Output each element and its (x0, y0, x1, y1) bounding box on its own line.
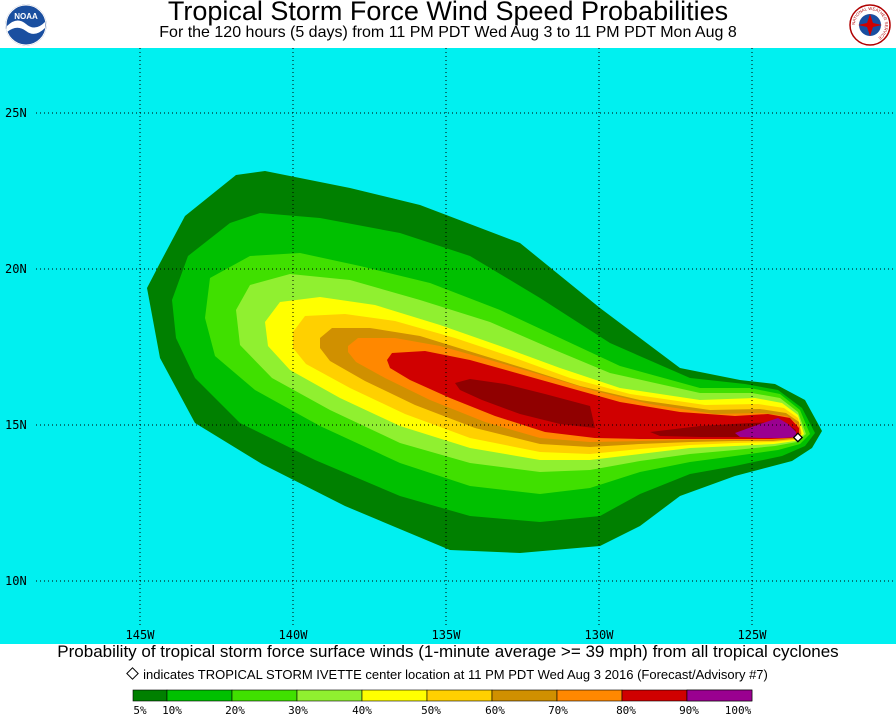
page-title: Tropical Storm Force Wind Speed Probabil… (167, 0, 729, 26)
longitude-label: 140W (279, 628, 309, 642)
storm-indicator-text: indicates TROPICAL STORM IVETTE center l… (143, 667, 768, 682)
legend-swatch (231, 689, 298, 702)
legend-label: 60% (485, 704, 505, 716)
longitude-label: 145W (126, 628, 156, 642)
legend-label: 20% (225, 704, 245, 716)
svg-text:NOAA: NOAA (14, 12, 38, 21)
storm-center-marker (792, 432, 804, 443)
lat-lon-grid (36, 48, 896, 626)
legend-label: 90% (679, 704, 699, 716)
latitude-label: 25N (5, 106, 27, 120)
legend-label: 100% (725, 704, 752, 716)
legend-label: 70% (548, 704, 568, 716)
legend-label: 80% (616, 704, 636, 716)
legend-swatch (556, 689, 623, 702)
diamond-marker-icon (126, 667, 139, 680)
latitude-label: 20N (5, 262, 27, 276)
legend-label: 10% (162, 704, 182, 716)
longitude-label: 125W (738, 628, 768, 642)
probability-contours (147, 171, 822, 553)
contour-80pct (387, 351, 799, 439)
legend-swatch (166, 689, 233, 702)
header: NOAA Tropical Storm Force Wind Speed Pro… (0, 0, 896, 48)
longitude-label: 135W (432, 628, 462, 642)
axis-labels: 145W 140W 135W 130W 125W 25N 20N 15N 10N (5, 106, 767, 642)
legend-swatch (426, 689, 493, 702)
legend-swatch (296, 689, 363, 702)
legend-swatch (491, 689, 558, 702)
legend-swatch (132, 689, 168, 702)
probability-map: 145W 140W 135W 130W 125W 25N 20N 15N 10N (0, 48, 896, 644)
legend-swatch (686, 689, 753, 702)
longitude-label: 130W (585, 628, 615, 642)
legend-swatch (621, 689, 688, 702)
latitude-label: 15N (5, 418, 27, 432)
legend-label: 5% (133, 704, 147, 716)
storm-indicator-note: indicates TROPICAL STORM IVETTE center l… (0, 667, 896, 682)
noaa-logo: NOAA (5, 4, 47, 46)
map-description: Probability of tropical storm force surf… (57, 642, 839, 661)
legend-swatch (361, 689, 428, 702)
legend-label: 30% (288, 704, 308, 716)
page-subtitle: For the 120 hours (5 days) from 11 PM PD… (159, 24, 737, 41)
legend-label: 40% (352, 704, 372, 716)
nws-logo: NATIONAL WEATHER SERVICE (849, 4, 891, 46)
contour-90pct (455, 379, 595, 428)
legend-label: 50% (421, 704, 441, 716)
latitude-label: 10N (5, 574, 27, 588)
probability-legend: 5% 10% 20% 30% 40% 50% 60% 70% 80% 90% 100% (132, 689, 753, 716)
contour-100pct (735, 418, 796, 438)
